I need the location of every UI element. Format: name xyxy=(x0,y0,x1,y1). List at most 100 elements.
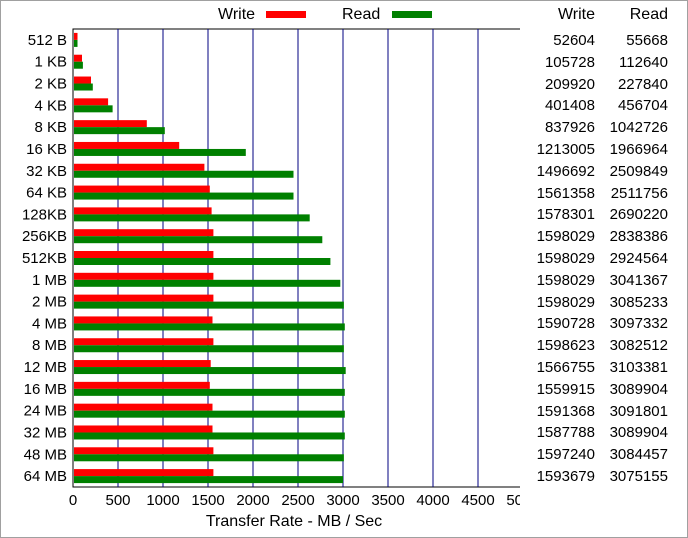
write-value-cell: 1578301 xyxy=(536,206,595,224)
read-bar xyxy=(74,39,78,47)
write-bar xyxy=(74,425,213,433)
x-tick-label: 4500 xyxy=(461,492,494,509)
category-label: 16 KB xyxy=(26,141,67,158)
read-bar xyxy=(74,432,345,440)
write-bar xyxy=(74,163,205,171)
write-value-cell: 1597240 xyxy=(536,446,595,464)
read-value-cell: 2838386 xyxy=(609,228,668,246)
category-label: 4 MB xyxy=(32,315,67,332)
write-value-cell: 1566755 xyxy=(536,359,595,377)
x-tick-label: 2000 xyxy=(236,492,269,509)
x-tick-label: 1500 xyxy=(191,492,224,509)
write-value-cell: 837926 xyxy=(544,119,595,137)
read-bar xyxy=(74,410,345,418)
write-value-cell: 1496692 xyxy=(536,162,595,180)
category-label: 12 MB xyxy=(24,359,67,376)
read-value-cell: 3084457 xyxy=(609,446,668,464)
read-value-cell: 227840 xyxy=(617,75,668,93)
write-bar xyxy=(74,54,82,62)
write-bar xyxy=(74,251,214,258)
category-label: 24 MB xyxy=(24,403,67,420)
x-tick-labels: 0 500 1000 1500 2000 2500 3000 3500 4000 4500 5000 xyxy=(69,492,520,509)
write-value-cell: 1591368 xyxy=(536,402,595,420)
read-bar xyxy=(74,279,341,287)
legend-read-label: Read xyxy=(342,6,381,23)
category-label: 32 KB xyxy=(26,163,67,180)
category-label: 16 MB xyxy=(24,381,67,398)
read-value-cell: 3089904 xyxy=(609,380,668,398)
read-value-cell: 2511756 xyxy=(610,184,668,202)
read-bar xyxy=(74,127,165,135)
category-label: 4 KB xyxy=(34,97,67,114)
read-value-cell: 3091801 xyxy=(609,402,668,420)
write-value-cell: 1598623 xyxy=(536,337,595,355)
read-value-cell: 2690220 xyxy=(609,206,668,224)
read-value-cell: 3089904 xyxy=(609,424,668,442)
read-bar xyxy=(74,61,83,69)
write-value-cell: 52604 xyxy=(553,31,595,49)
category-label: 2 MB xyxy=(32,294,67,311)
x-tick-label: 1000 xyxy=(146,492,179,509)
category-label: 1 MB xyxy=(32,272,67,289)
write-bar xyxy=(74,120,147,128)
x-tick-label: 4000 xyxy=(416,492,449,509)
write-value-cell: 1561358 xyxy=(536,184,595,202)
write-bar xyxy=(74,447,214,455)
read-value-cell: 3082512 xyxy=(609,337,668,355)
category-label: 128KB xyxy=(22,206,67,223)
category-label: 512KB xyxy=(22,250,67,267)
read-bar xyxy=(74,476,343,484)
read-value-cell: 3085233 xyxy=(609,293,668,311)
read-bar xyxy=(74,367,346,375)
write-bar xyxy=(74,76,91,84)
category-labels: 512 B 1 KB 2 KB 4 KB 8 KB 16 KB 32 KB 64 KB 128K… xyxy=(22,32,67,485)
write-value-cell: 1598029 xyxy=(536,271,595,289)
read-bar xyxy=(74,454,344,462)
read-bar xyxy=(74,214,310,222)
write-bar xyxy=(74,360,211,368)
read-bar xyxy=(74,170,294,178)
legend-read-swatch xyxy=(392,11,432,18)
results-table: Write Read 52604 55668 105728 112640 209920 2… xyxy=(520,0,688,538)
read-value-cell: 3075155 xyxy=(609,468,668,486)
write-value-cell: 1590728 xyxy=(536,315,595,333)
write-bar xyxy=(74,294,214,302)
category-label: 8 KB xyxy=(34,119,67,136)
read-bar xyxy=(74,301,344,309)
read-bar xyxy=(74,345,344,353)
read-bar xyxy=(74,323,345,331)
write-value-cell: 1598029 xyxy=(536,228,595,246)
x-tick-label: 500 xyxy=(105,492,130,509)
x-tick-label: 3500 xyxy=(371,492,404,509)
write-bar xyxy=(74,381,210,389)
read-value-cell: 1042726 xyxy=(609,119,668,137)
legend-write-label: Write xyxy=(218,6,256,23)
bars xyxy=(74,32,346,484)
write-bar xyxy=(74,32,78,40)
read-value-cell: 2509849 xyxy=(609,162,668,180)
category-label: 8 MB xyxy=(32,337,67,354)
write-value-cell: 1598029 xyxy=(536,293,595,311)
read-value-cell: 112640 xyxy=(619,53,668,71)
category-label: 32 MB xyxy=(24,424,67,441)
write-bar xyxy=(74,98,109,106)
category-label: 64 MB xyxy=(24,468,67,485)
read-bar xyxy=(74,192,294,200)
read-value-cell: 1966964 xyxy=(609,140,668,158)
read-value-cell: 3103381 xyxy=(609,359,668,377)
write-value-cell: 1213005 xyxy=(536,140,595,158)
write-value-cell: 1593679 xyxy=(536,468,595,486)
write-value-cell: 1559915 xyxy=(536,380,595,398)
read-value-cell: 55668 xyxy=(626,31,668,49)
write-bar xyxy=(74,141,180,149)
x-tick-label: 3000 xyxy=(326,492,359,509)
category-label: 64 KB xyxy=(26,185,67,202)
write-column-header: Write xyxy=(557,6,595,23)
write-bar xyxy=(74,403,213,411)
read-value-cell: 2924564 xyxy=(609,250,668,267)
write-value-cell: 209920 xyxy=(544,75,595,93)
category-label: 48 MB xyxy=(24,446,67,463)
write-value-cell: 1598029 xyxy=(536,250,595,267)
x-tick-label: 0 xyxy=(69,492,77,509)
write-value-cell: 105728 xyxy=(544,53,595,71)
